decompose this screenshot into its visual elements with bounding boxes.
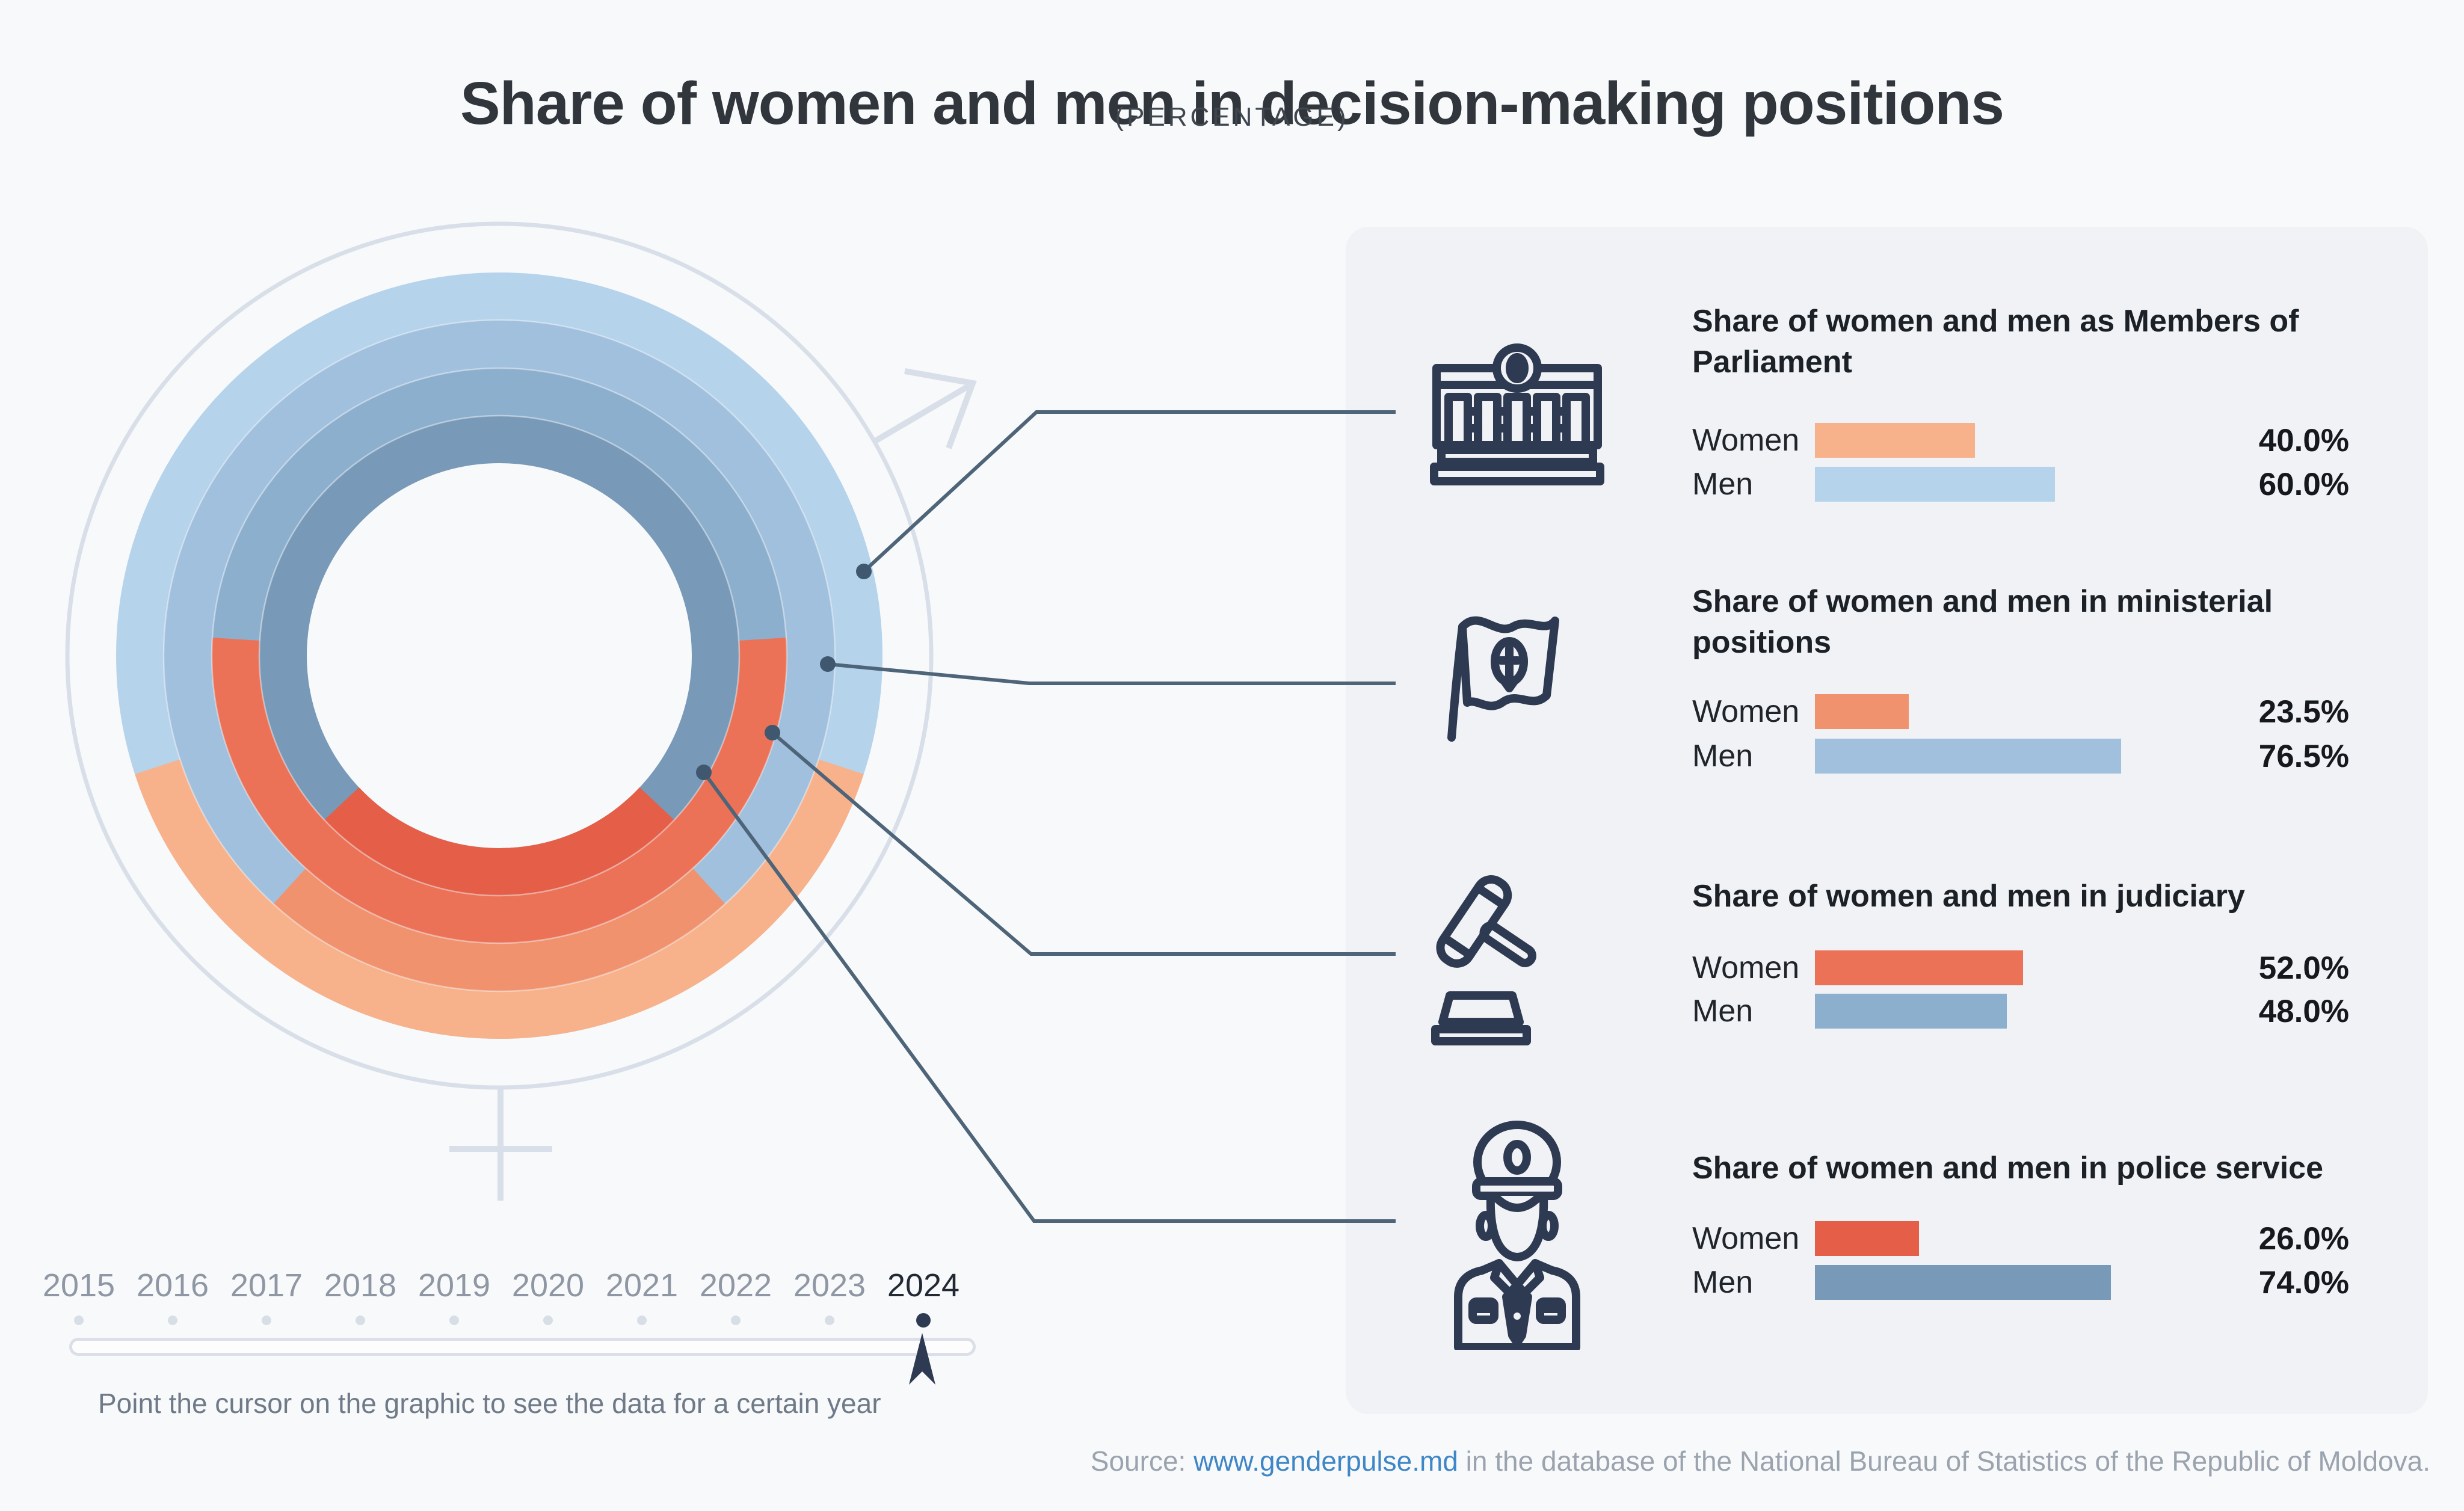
ring-men-parliament[interactable]	[116, 272, 882, 1039]
tick-dot-2016[interactable]	[168, 1316, 177, 1325]
year-2016[interactable]: 2016	[136, 1267, 209, 1303]
women-percent: 23.5%	[2258, 694, 2349, 730]
women-label: Women	[1692, 694, 1800, 729]
year-slider-marker[interactable]	[909, 1333, 935, 1385]
tick-dot-2018[interactable]	[356, 1316, 365, 1325]
men-percent: 76.5%	[2258, 738, 2349, 774]
source-prefix: Source:	[1090, 1445, 1194, 1477]
judiciary-women-row: Women 52.0%	[1692, 950, 2349, 986]
leader-dot-ministerial	[820, 656, 836, 672]
tick-dot-2015[interactable]	[74, 1316, 84, 1325]
leader-annotations	[696, 410, 1396, 1223]
ministerial-men-row: Men 76.5%	[1692, 739, 2349, 774]
year-2022[interactable]: 2022	[699, 1267, 772, 1303]
tick-dot-2023[interactable]	[825, 1316, 834, 1325]
leader-line-judiciary	[771, 731, 1396, 956]
ring-women-police[interactable]	[324, 787, 674, 896]
tick-dot-2022[interactable]	[731, 1316, 741, 1325]
timeline-tick-dots	[32, 1313, 970, 1328]
panel-title-parliament: Share of women and men as Members of Par…	[1692, 304, 2299, 380]
women-bar	[1815, 1221, 1919, 1256]
police-men-row: Men 74.0%	[1692, 1265, 2349, 1300]
year-2017[interactable]: 2017	[230, 1267, 303, 1303]
year-2024-selected[interactable]: 2024	[887, 1267, 960, 1303]
women-percent: 26.0%	[2258, 1220, 2349, 1257]
men-percent: 48.0%	[2258, 993, 2349, 1029]
women-percent: 40.0%	[2258, 422, 2349, 458]
leader-line-ministerial	[827, 662, 1396, 685]
men-label: Men	[1692, 994, 1754, 1029]
leader-dot-judiciary	[765, 725, 780, 740]
leader-dot-police	[696, 765, 712, 780]
year-slider-track[interactable]	[69, 1338, 976, 1356]
men-bar	[1815, 467, 2055, 502]
ring-seam	[258, 414, 741, 897]
gender-symbol-decoration	[65, 221, 977, 1201]
leader-line-police	[702, 771, 1396, 1223]
source-suffix: in the database of the National Bureau o…	[1458, 1445, 2430, 1477]
year-2019[interactable]: 2019	[417, 1267, 491, 1303]
women-percent: 52.0%	[2258, 950, 2349, 986]
year-2023[interactable]: 2023	[793, 1267, 866, 1303]
women-label: Women	[1692, 950, 1800, 985]
ring-seam	[211, 367, 788, 944]
tick-dot-2024[interactable]	[916, 1313, 931, 1328]
ministerial-women-row: Women 23.5%	[1692, 694, 2349, 730]
men-label: Men	[1692, 1265, 1754, 1300]
moldova-flag-icon	[1447, 616, 1559, 742]
panel-title-judiciary: Share of women and men in judiciary	[1692, 879, 2245, 914]
male-symbol-arrow-icon	[873, 368, 977, 449]
men-bar	[1815, 994, 2007, 1029]
tick-dot-2021[interactable]	[637, 1316, 647, 1325]
men-percent: 74.0%	[2258, 1264, 2349, 1300]
tick-dot-2019[interactable]	[449, 1316, 459, 1325]
panel-title-ministerial: Share of women and men in ministerial po…	[1692, 584, 2273, 660]
parliament-men-row: Men 60.0%	[1692, 467, 2349, 502]
year-2020[interactable]: 2020	[511, 1267, 585, 1303]
outer-ring-circle	[65, 221, 934, 1090]
page-subtitle: (PERCENTAGE)	[1115, 102, 1349, 132]
ring-men-ministerial[interactable]	[164, 320, 835, 991]
men-bar	[1815, 739, 2121, 774]
source-link[interactable]: www.genderpulse.md	[1194, 1445, 1458, 1477]
year-2021[interactable]: 2021	[605, 1267, 679, 1303]
ring-women-judiciary[interactable]	[212, 638, 787, 943]
tick-dot-2020[interactable]	[543, 1316, 553, 1325]
timeline-hint: Point the cursor on the graphic to see t…	[98, 1388, 881, 1419]
ring-seam	[162, 319, 836, 992]
police-women-row: Women 26.0%	[1692, 1220, 2349, 1257]
gavel-icon	[1431, 875, 1536, 1045]
year-2015[interactable]: 2015	[42, 1267, 116, 1303]
women-label: Women	[1692, 1221, 1800, 1256]
ring-women-parliament[interactable]	[135, 759, 864, 1039]
men-label: Men	[1692, 467, 1754, 502]
leader-line-parliament	[862, 410, 1396, 573]
source-line: Source: www.genderpulse.md in the databa…	[1091, 1445, 2430, 1477]
page-title: Share of women and men in decision-makin…	[460, 70, 2004, 137]
parliament-building-icon	[1430, 343, 1604, 485]
women-bar	[1815, 950, 2023, 985]
women-bar	[1815, 423, 1975, 458]
tick-dot-2017[interactable]	[262, 1316, 271, 1325]
female-symbol-cross-icon	[449, 1088, 552, 1201]
ring-women-ministerial[interactable]	[273, 868, 725, 991]
men-percent: 60.0%	[2258, 466, 2349, 502]
judiciary-men-row: Men 48.0%	[1692, 994, 2349, 1029]
parliament-women-row: Women 40.0%	[1692, 423, 2349, 458]
police-officer-icon	[1454, 1121, 1580, 1350]
ring-men-police[interactable]	[259, 416, 739, 896]
women-bar	[1815, 694, 1909, 729]
men-bar	[1815, 1265, 2111, 1300]
donut-rings[interactable]	[116, 272, 882, 1039]
ring-men-judiciary[interactable]	[212, 368, 787, 943]
women-label: Women	[1692, 423, 1800, 458]
leader-dot-parliament	[856, 564, 872, 579]
panel-title-police: Share of women and men in police service	[1692, 1151, 2323, 1186]
men-label: Men	[1692, 739, 1754, 774]
year-2018[interactable]: 2018	[324, 1267, 397, 1303]
timeline-year-labels: 2015 2016 2017 2018 2019 2020 2021 2022 …	[32, 1267, 970, 1304]
